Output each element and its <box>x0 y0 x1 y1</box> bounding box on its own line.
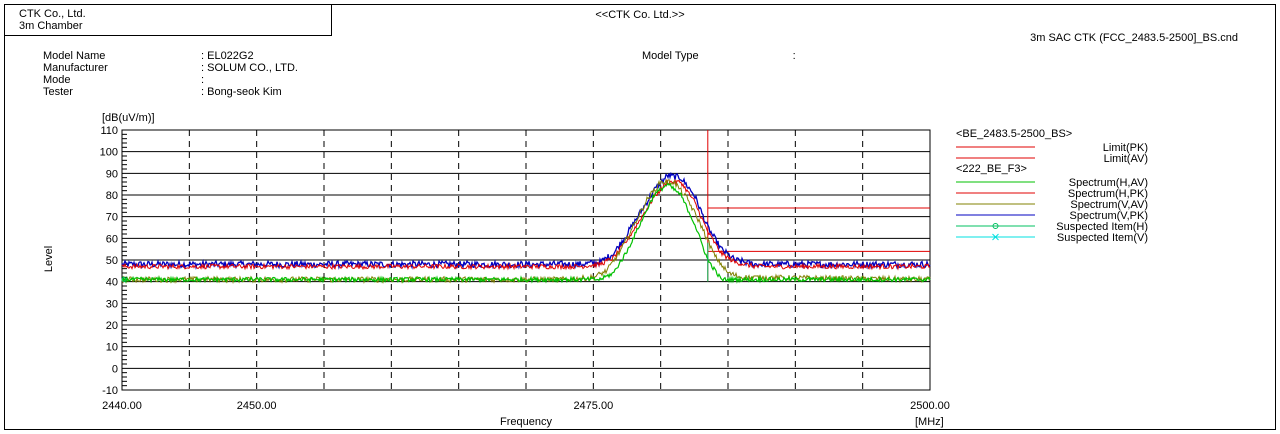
condition-file-name: 3m SAC CTK (FCC_2483.5-2500]_BS.cnd <box>1030 32 1238 44</box>
suspected-h-marker <box>121 277 127 282</box>
spectrum-h-pk-line <box>121 178 931 271</box>
spectrum-v-av-line <box>121 178 931 285</box>
legend-spectrum-h-av-label: Spectrum(H,AV) <box>1069 177 1148 189</box>
info-label: Model Name <box>43 50 106 62</box>
legend-suspected-v-label: Suspected Item(V) <box>1057 232 1148 244</box>
legend-suspected-h-label: Suspected Item(H) <box>1056 221 1148 233</box>
y-tick-label: 100 <box>100 147 118 159</box>
legend-spectrum-h-pk-label: Spectrum(H,PK) <box>1068 188 1148 200</box>
y-tick-label: -10 <box>102 385 118 397</box>
legend-spectrum-v-pk-label: Spectrum(V,PK) <box>1070 210 1148 222</box>
legend-limit-av-label: Limit(AV) <box>1104 153 1148 165</box>
model-type-value: : <box>792 50 796 62</box>
y-tick-label: 110 <box>100 125 118 137</box>
spectrum-v-pk-line <box>121 171 931 270</box>
x-tick-label: 2440.00 <box>102 400 142 412</box>
y-tick-label: 70 <box>106 212 118 224</box>
company-box: CTK Co., Ltd. 3m Chamber <box>4 4 332 36</box>
y-tick-label: 90 <box>106 168 118 180</box>
legend-group-title: <BE_2483.5-2500_BS> <box>956 128 1072 140</box>
legend-limit-pk-label: Limit(PK) <box>1103 142 1148 154</box>
x-axis-label: Frequency <box>500 416 552 428</box>
y-tick-label: 40 <box>106 277 118 289</box>
y-tick-label: 20 <box>106 320 118 332</box>
info-value: : SOLUM CO., LTD. <box>201 62 298 74</box>
model-type-label: Model Type <box>642 50 699 62</box>
info-row-manufacturer: Manufacturer : SOLUM CO., LTD. <box>43 62 298 74</box>
chamber-name: 3m Chamber <box>19 20 83 32</box>
info-row-model-name: Model Name : EL022G2 <box>43 50 298 62</box>
report-frame <box>4 4 1276 430</box>
x-tick-label: 2450.00 <box>237 400 277 412</box>
info-label: Tester <box>43 86 73 98</box>
y-axis-label: Level <box>43 246 55 272</box>
y-tick-label: 50 <box>106 255 118 267</box>
legend-suspected-h-marker <box>992 223 999 229</box>
model-type: Model Type: <box>642 50 796 62</box>
y-tick-label: 30 <box>106 298 118 310</box>
info-value: : <box>201 74 205 86</box>
legend-group-title: <222_BE_F3> <box>956 163 1027 175</box>
test-info: Model Name : EL022G2 Manufacturer : SOLU… <box>43 50 298 98</box>
legend-suspected-v-marker <box>992 233 999 241</box>
company-name: CTK Co., Ltd. <box>19 8 86 20</box>
info-row-tester: Tester : Bong-seok Kim <box>43 86 298 98</box>
y-tick-label: 0 <box>112 363 118 375</box>
y-tick-label: 10 <box>106 342 118 354</box>
info-label: Manufacturer <box>43 62 108 74</box>
report-title: <<CTK Co. Ltd.>> <box>595 9 685 21</box>
info-value: : EL022G2 <box>201 50 254 62</box>
x-tick-label: 2500.00 <box>910 400 950 412</box>
info-label: Mode <box>43 74 71 86</box>
info-row-mode: Mode : <box>43 74 298 86</box>
info-value: : Bong-seok Kim <box>201 86 282 98</box>
legend-spectrum-v-av-label: Spectrum(V,AV) <box>1070 199 1148 211</box>
y-axis-unit: [dB(uV/m)] <box>102 112 155 124</box>
y-tick-label: 60 <box>106 233 118 245</box>
spectrum-h-av-line <box>121 182 931 284</box>
x-axis-unit: [MHz] <box>915 416 944 428</box>
y-tick-label: 80 <box>106 190 118 202</box>
x-tick-label: 2475.00 <box>573 400 613 412</box>
